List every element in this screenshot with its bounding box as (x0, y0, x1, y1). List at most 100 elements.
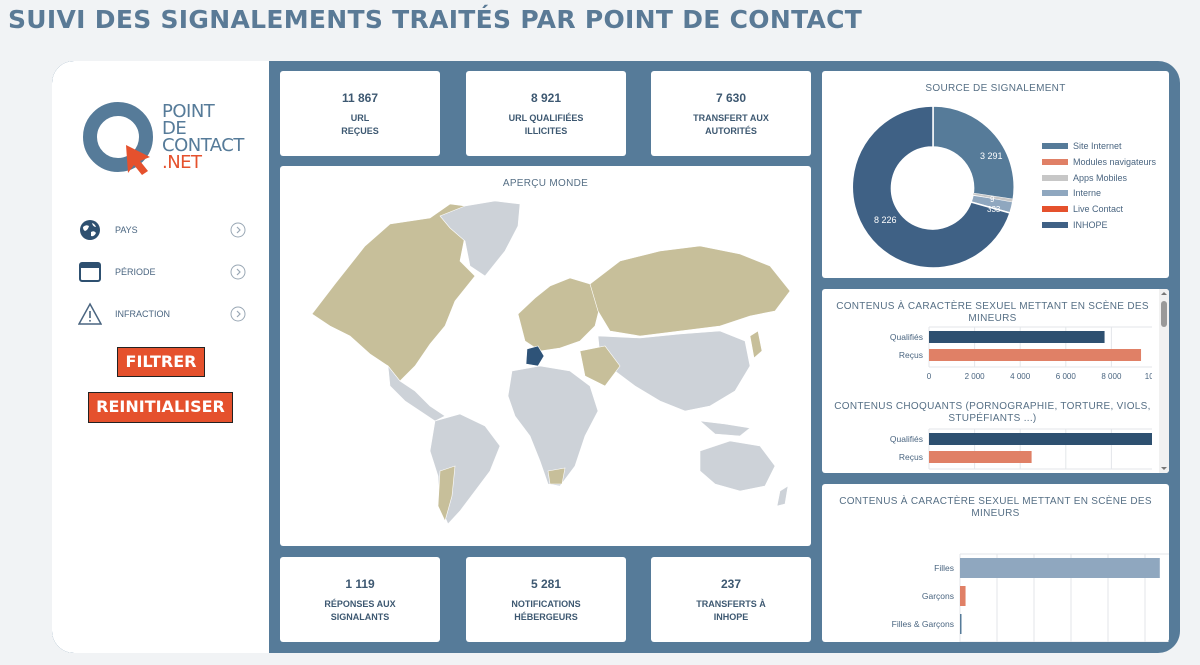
map-region-argentina (437, 465, 456, 522)
scroll-up-icon (1161, 292, 1167, 295)
tick-label: 4 000 (1010, 372, 1031, 381)
legend-label: INHOPE (1073, 220, 1108, 230)
category-label: Filles & Garçons (892, 619, 954, 629)
map-region-greenland (439, 200, 521, 277)
kpi-label-line1: NOTIFICATIONS (511, 599, 581, 609)
kpi-label-line2: AUTORITÉS (705, 126, 757, 136)
map-region-north-america (311, 203, 486, 382)
bar-chart-choquants: Qualifiés Reçus (890, 428, 1152, 470)
kpi-label-line2: INHOPE (713, 612, 749, 622)
kpi-label-line1: TRANSFERTS À (696, 599, 766, 609)
kpi-card-urls-recues: 11 867 URL REÇUES (280, 71, 440, 156)
logo-mark-icon (83, 102, 153, 175)
donut-slice-site-internet (932, 105, 1015, 202)
kpi-label-line1: RÉPONSES AUX (324, 599, 396, 609)
scroll-down-icon (1161, 467, 1167, 470)
map-region-central-america (387, 365, 446, 422)
globe-icon (80, 220, 100, 240)
donut-slice-inhope (851, 105, 1011, 269)
donut-chart[interactable]: 3 291 8 226 9 333 (822, 71, 1169, 278)
kpi-value: 8 921 (530, 91, 562, 105)
nav-label-periode: PÉRIODE (115, 267, 156, 277)
logo-line-1: POINT (162, 101, 215, 122)
legend-label: Interne (1073, 188, 1102, 198)
scroll-thumb (1161, 301, 1167, 327)
category-label: Qualifiés (890, 434, 923, 444)
kpi-label-line1: URL (350, 113, 370, 123)
chart3-title: CONTENUS À CARACTÈRE SEXUEL METTANT EN S… (839, 496, 1152, 519)
map-region-russia (589, 245, 791, 337)
map-region-africa (507, 365, 599, 487)
legend-label: Apps Mobiles (1073, 173, 1128, 183)
bar-re-us[interactable] (929, 349, 1142, 361)
tick-label: 8 000 (1101, 372, 1122, 381)
source-donut-card: SOURCE DE SIGNALEMENT 3 291 8 226 9 333 … (822, 71, 1169, 278)
reset-button[interactable]: REINITIALISER (88, 392, 233, 423)
map-region-middle-east (579, 345, 621, 387)
donut-slice-apps-mobiles (972, 192, 1014, 203)
chevron-right-icon[interactable] (230, 306, 246, 322)
tick-label: 6 000 (1056, 372, 1077, 381)
kpi-value: 11 867 (341, 91, 379, 105)
kpi-card-urls-qualifiees: 8 921 URL QUALIFIÉES ILLICITES (466, 71, 626, 156)
nav-label-pays: PAYS (115, 225, 138, 235)
nav-item-pays[interactable]: PAYS (78, 218, 246, 242)
donut-title: SOURCE DE SIGNALEMENT (925, 83, 1066, 94)
chevron-right-icon[interactable] (230, 222, 246, 238)
bar-qualifi-s[interactable] (929, 433, 1152, 445)
map-region-europe (517, 277, 601, 352)
chart1-title: CONTENUS À CARACTÈRE SEXUEL METTANT EN S… (836, 301, 1149, 324)
donut-label-inhope: 8 226 (874, 215, 897, 225)
bar-re-us[interactable] (929, 451, 1032, 463)
kpi-label-line1: TRANSFERT AUX (693, 113, 769, 123)
bar-qualifi-s[interactable] (929, 331, 1105, 343)
kpi-label-line1: URL QUALIFIÉES (508, 113, 584, 123)
kpi-label-line2: SIGNALANTS (330, 612, 390, 622)
logo: POINT DE CONTACT .NET (82, 101, 244, 181)
map-region-australia (699, 440, 776, 492)
donut-label-site-internet: 3 291 (980, 151, 1003, 161)
map-region-france (525, 345, 545, 367)
kpi-card-transfert-autorites: 7 630 TRANSFERT AUX AUTORITÉS (651, 71, 811, 156)
kpi-value: 237 (720, 577, 742, 591)
category-bars-card: CONTENUS À CARACTÈRE SEXUEL METTANT EN S… (822, 289, 1169, 473)
kpi-label-line2: ILLICITES (524, 126, 568, 136)
map-region-asia (597, 330, 751, 412)
chevron-right-icon[interactable] (230, 264, 246, 280)
sidebar: POINT DE CONTACT .NET PAYS PÉRIODE (52, 61, 269, 653)
map-title: APERÇU MONDE (502, 178, 589, 189)
scrollbar[interactable] (1159, 289, 1169, 473)
world-map[interactable] (280, 166, 811, 546)
category-label: Filles (934, 563, 954, 573)
kpi-value: 1 119 (345, 577, 375, 591)
kpi-card-transferts-inhope: 237 TRANSFERTS À INHOPE (651, 557, 811, 642)
calendar-icon (79, 262, 101, 282)
nav-item-periode[interactable]: PÉRIODE (78, 260, 246, 284)
kpi-card-notifications-hebergeurs: 5 281 NOTIFICATIONS HÉBERGEURS (466, 557, 626, 642)
bar-filles-gar-ons[interactable] (960, 614, 962, 634)
kpi-label-line2: HÉBERGEURS (514, 612, 578, 622)
filter-button[interactable]: FILTRER (117, 347, 205, 377)
bar-filles[interactable] (960, 558, 1160, 578)
kpi-value: 7 630 (715, 91, 747, 105)
legend-label: Live Contact (1073, 204, 1124, 214)
donut-label-interne: 333 (987, 205, 1001, 214)
tick-label: 2 000 (965, 372, 986, 381)
donut-label-apps: 9 (990, 195, 995, 204)
kpi-label-line2: REÇUES (341, 126, 379, 136)
nav-label-infraction: INFRACTION (115, 309, 170, 319)
kpi-card-reponses-signalants: 1 119 RÉPONSES AUX SIGNALANTS (280, 557, 440, 642)
tick-label: 10 000 (1145, 372, 1152, 381)
bar-gar-ons[interactable] (960, 586, 966, 606)
warning-icon (78, 302, 102, 325)
legend-label: Modules navigateurs (1073, 157, 1157, 167)
page-title: SUIVI DES SIGNALEMENTS TRAITÉS PAR POINT… (8, 5, 863, 34)
logo-line-4: .NET (162, 152, 202, 173)
map-region-indonesia (699, 420, 751, 437)
logo-line-3: CONTACT (162, 135, 244, 156)
tick-label: 0 (927, 372, 932, 381)
category-label: Reçus (899, 350, 923, 360)
map-region-south-africa (547, 467, 566, 485)
nav-item-infraction[interactable]: INFRACTION (78, 302, 246, 326)
